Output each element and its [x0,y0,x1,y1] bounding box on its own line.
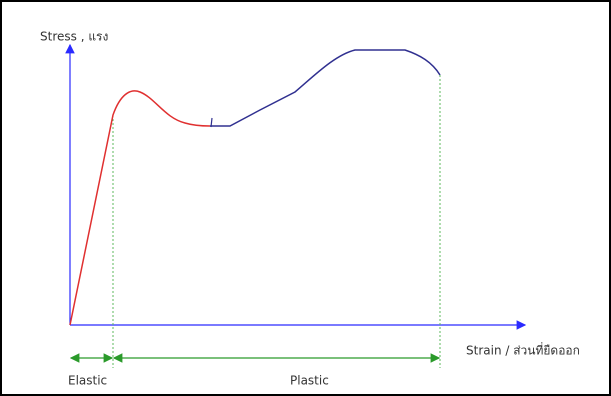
page: {"y_axis_label": "Stress , แรง", "x_axis… [0,0,611,396]
y-axis-label: Stress , แรง [40,30,108,44]
frame [1,1,610,395]
diagram: Stress , แรง Strain / ส่วนที่ยืดออก Elas… [0,0,611,396]
region-label: Elastic [68,374,107,388]
x-axis-label: Strain / ส่วนที่ยืดออก [466,342,580,358]
region-label: Plastic [290,374,329,388]
